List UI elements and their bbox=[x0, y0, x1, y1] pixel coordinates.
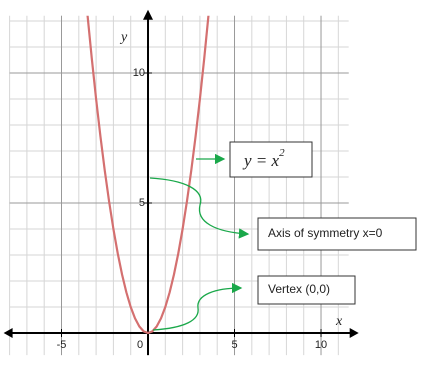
plot bbox=[86, 15, 210, 335]
x-tick-label: 10 bbox=[315, 339, 327, 351]
axes: -5 0 5 10 5 10 bbox=[3, 9, 359, 356]
equation-exponent: 2 bbox=[279, 147, 285, 159]
arrowhead bbox=[143, 9, 154, 20]
arrow bbox=[149, 177, 250, 239]
x-tick-label: 5 bbox=[231, 339, 237, 351]
annotation: Vertex (0,0) bbox=[268, 282, 330, 296]
curve bbox=[86, 15, 210, 335]
y-axis-label: y bbox=[119, 30, 128, 45]
arrowhead bbox=[3, 328, 13, 338]
x-tick-label: -5 bbox=[57, 339, 67, 351]
y-tick-label: 5 bbox=[139, 197, 145, 209]
x-tick-label: 0 bbox=[137, 339, 143, 351]
y-tick-label: 10 bbox=[133, 67, 145, 79]
annotation-box bbox=[229, 141, 313, 178]
annotation-box bbox=[257, 217, 417, 251]
x-axis-label: x bbox=[335, 314, 343, 329]
arrowhead bbox=[349, 328, 359, 338]
arrow bbox=[152, 282, 243, 331]
annotation: Axis of symmetry x=0 bbox=[268, 226, 383, 240]
equation-text: y = x bbox=[242, 151, 280, 170]
equation: y = x2 bbox=[242, 147, 285, 170]
annotation-box bbox=[257, 275, 356, 305]
